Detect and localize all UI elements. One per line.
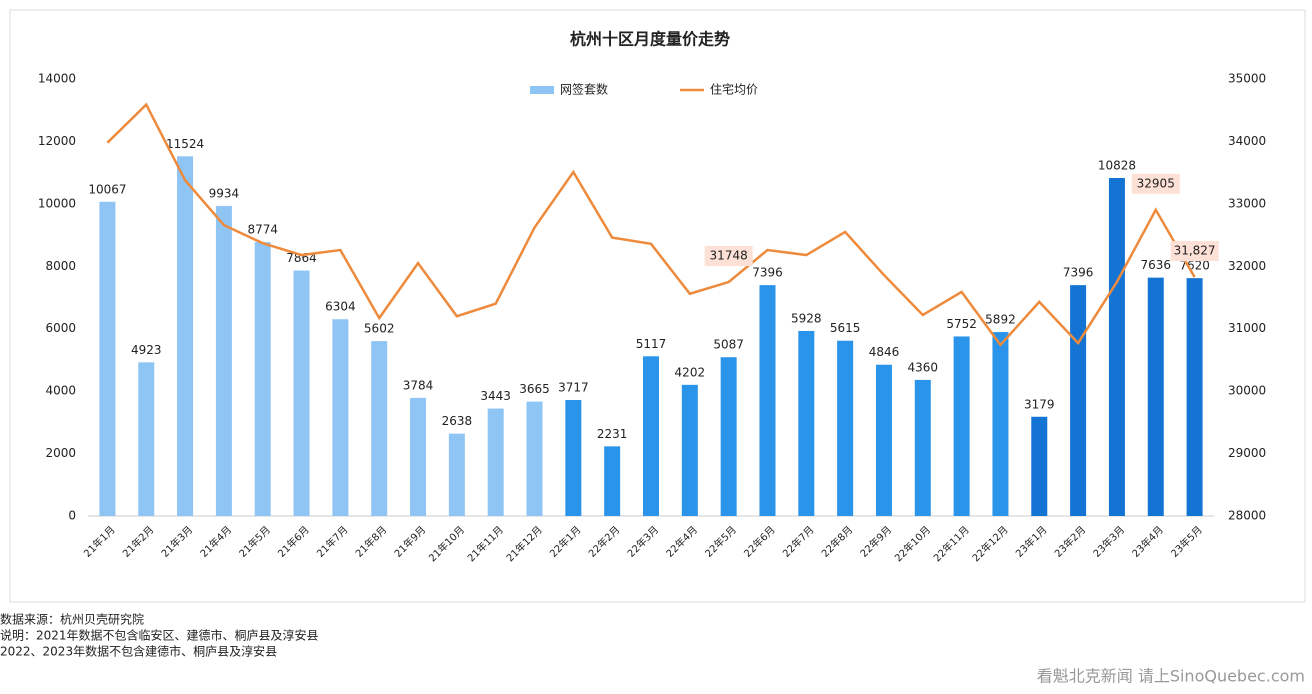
y-tick-label: 2000 [45, 446, 76, 460]
bar [293, 270, 310, 516]
bar [410, 397, 427, 516]
label-box [704, 246, 753, 267]
bar-value-label: 7396 [1063, 266, 1094, 280]
line-value-label: 31,827 [1174, 244, 1216, 258]
bar-value-label: 3665 [519, 382, 550, 396]
footnote: 数据来源：杭州贝壳研究院 [0, 612, 144, 627]
bar [1147, 277, 1164, 516]
bar [332, 319, 349, 516]
y-tick-label: 14000 [38, 72, 76, 86]
bar-value-label: 10067 [88, 182, 126, 196]
legend-label: 网签套数 [560, 82, 608, 97]
bar [604, 446, 621, 516]
bar [953, 336, 970, 516]
line [106, 102, 1196, 347]
bar-value-label: 5615 [830, 321, 861, 335]
y2-tick-label: 35000 [1228, 72, 1266, 86]
bar-value-label: 5087 [713, 338, 744, 352]
y-tick-label: 6000 [45, 321, 76, 335]
bar [1108, 178, 1125, 516]
legend-swatch [530, 86, 554, 94]
legend-label: 住宅均价 [710, 82, 758, 97]
bar [643, 356, 659, 516]
bar [681, 384, 698, 516]
bar [759, 285, 776, 516]
bar [837, 340, 854, 516]
label-box [1131, 173, 1180, 194]
y-tick-label: 4000 [45, 384, 76, 398]
bar-value-label: 5602 [364, 322, 395, 336]
bar-value-label: 3784 [403, 378, 434, 392]
bar [914, 379, 931, 516]
bar-value-label: 3443 [480, 389, 511, 403]
bar [215, 205, 232, 516]
bar [1031, 416, 1048, 516]
bar-value-label: 3717 [558, 380, 589, 394]
bar [526, 401, 543, 516]
bar [254, 242, 271, 516]
line-value-label: 32905 [1137, 176, 1175, 190]
y-tick-label: 0 [68, 509, 76, 523]
line-value-label: 31748 [710, 249, 748, 263]
bar [1070, 285, 1087, 516]
y2-tick-label: 32000 [1228, 259, 1266, 273]
bar-value-label: 10828 [1098, 159, 1136, 173]
bar-value-label: 4846 [869, 345, 900, 359]
y2-tick-label: 30000 [1228, 384, 1266, 398]
bar-value-label: 7396 [752, 266, 783, 280]
bar [875, 364, 892, 516]
bar-value-label: 11524 [166, 137, 204, 151]
bar-value-label: 5928 [791, 311, 822, 325]
footnote: 2022、2023年数据不包含建德市、桐庐县及淳安县 [0, 644, 277, 659]
watermark: 看魁北克新闻 请上SinoQuebec.com [1037, 667, 1305, 686]
bar [992, 332, 1009, 516]
bar-value-label: 9934 [209, 186, 240, 200]
y2-tick-label: 34000 [1228, 134, 1266, 148]
bar-value-label: 5117 [636, 337, 667, 351]
bar-value-label: 6304 [325, 300, 356, 314]
bar-value-label: 4360 [908, 360, 939, 374]
y2-tick-label: 31000 [1228, 321, 1266, 335]
bar [448, 433, 465, 516]
bar [177, 156, 194, 517]
y-tick-label: 10000 [38, 196, 76, 210]
bar-value-label: 5892 [985, 313, 1016, 327]
bar [99, 201, 116, 516]
y2-tick-label: 29000 [1228, 446, 1266, 460]
bar [138, 362, 155, 516]
label-box [1170, 241, 1219, 262]
y-tick-label: 8000 [45, 259, 76, 273]
bar-value-label: 3179 [1024, 397, 1055, 411]
y2-tick-label: 28000 [1228, 509, 1266, 523]
bar [1186, 278, 1203, 516]
bar-value-label: 2638 [442, 414, 473, 428]
bar [798, 330, 815, 516]
bar-value-label: 8774 [247, 223, 278, 237]
bar-value-label: 4923 [131, 343, 162, 357]
bar-value-label: 4202 [675, 365, 706, 379]
chart-title: 杭州十区月度量价走势 [570, 30, 730, 49]
bar-value-label: 7636 [1140, 258, 1171, 272]
bar [565, 399, 582, 516]
bar [371, 341, 388, 516]
footnote: 说明：2021年数据不包含临安区、建德市、桐庐县及淳安县 [0, 628, 319, 643]
bar [487, 408, 504, 516]
bar [720, 357, 737, 516]
y2-tick-label: 33000 [1228, 196, 1266, 210]
bar-value-label: 5752 [946, 317, 977, 331]
bar-value-label: 2231 [597, 427, 628, 441]
y-tick-label: 12000 [38, 134, 76, 148]
